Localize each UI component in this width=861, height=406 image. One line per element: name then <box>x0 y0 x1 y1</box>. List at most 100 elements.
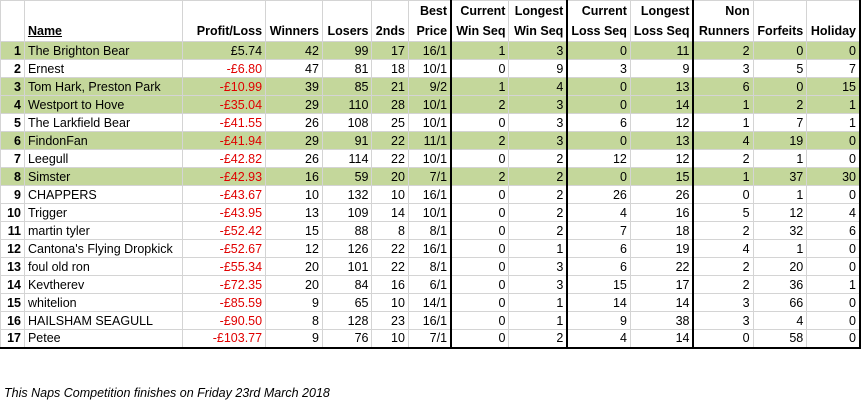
best-price-cell: 16/1 <box>407 41 452 60</box>
table-row: 6 FindonFan -£41.94 29 91 22 11/1 2 3 0 13 4 19 0 <box>0 131 861 150</box>
name-cell: whitelion <box>23 293 183 312</box>
best-price-cell: 16/1 <box>407 311 452 330</box>
rank-cell: 4 <box>0 95 25 114</box>
header-name: Name <box>23 0 183 42</box>
current-loss-seq-cell: 6 <box>566 113 631 132</box>
non-runners-cell: 3 <box>692 311 754 330</box>
header-non-runners: Non Runners <box>692 0 754 42</box>
current-loss-seq-cell: 3 <box>566 59 631 78</box>
losers-cell: 88 <box>321 221 373 240</box>
header-rank <box>0 0 25 42</box>
forfeits-cell: 19 <box>752 131 808 150</box>
current-win-seq-cell: 1 <box>450 77 510 96</box>
non-runners-cell: 2 <box>692 149 754 168</box>
non-runners-cell: 0 <box>692 329 754 349</box>
best-price-cell: 10/1 <box>407 113 452 132</box>
best-price-cell: 9/2 <box>407 77 452 96</box>
losers-cell: 108 <box>321 113 373 132</box>
header-longest-win-seq-line1: Longest <box>514 4 564 18</box>
longest-win-seq-cell: 9 <box>508 59 569 78</box>
name-cell: Simster <box>23 167 183 186</box>
rank-cell: 6 <box>0 131 25 150</box>
seconds-cell: 23 <box>371 311 409 330</box>
header-non-runners-line1: Non <box>725 4 750 18</box>
non-runners-cell: 4 <box>692 239 754 258</box>
profit-loss-cell: -£35.04 <box>181 95 267 114</box>
profit-loss-cell: -£42.93 <box>181 167 267 186</box>
seconds-cell: 20 <box>371 167 409 186</box>
profit-loss-cell: -£52.42 <box>181 221 267 240</box>
longest-loss-seq-cell: 22 <box>629 257 695 276</box>
header-holiday-line2: Holiday <box>810 24 856 38</box>
profit-loss-cell: -£52.67 <box>181 239 267 258</box>
longest-win-seq-cell: 1 <box>508 311 569 330</box>
current-loss-seq-cell: 0 <box>566 77 631 96</box>
longest-win-seq-cell: 1 <box>508 239 569 258</box>
header-current-win-seq-line2: Win Seq <box>456 24 506 38</box>
longest-loss-seq-cell: 26 <box>629 185 695 204</box>
seconds-cell: 14 <box>371 203 409 222</box>
name-cell: FindonFan <box>23 131 183 150</box>
longest-win-seq-cell: 2 <box>508 329 569 349</box>
seconds-cell: 22 <box>371 131 409 150</box>
longest-loss-seq-cell: 14 <box>629 293 695 312</box>
current-win-seq-cell: 2 <box>450 167 510 186</box>
forfeits-cell: 66 <box>752 293 808 312</box>
seconds-cell: 16 <box>371 275 409 294</box>
best-price-cell: 11/1 <box>407 131 452 150</box>
name-cell: Trigger <box>23 203 183 222</box>
rank-cell: 17 <box>0 329 25 349</box>
seconds-cell: 21 <box>371 77 409 96</box>
profit-loss-cell: -£41.94 <box>181 131 267 150</box>
header-current-win-seq-line1: Current <box>460 4 506 18</box>
holiday-cell: 15 <box>806 77 861 96</box>
table-row: 3 Tom Hark, Preston Park -£10.99 39 85 21 9/2 1… <box>0 77 861 96</box>
non-runners-cell: 1 <box>692 95 754 114</box>
winners-cell: 12 <box>265 239 323 258</box>
header-forfeits: Forfeits <box>752 0 808 42</box>
longest-win-seq-cell: 3 <box>508 257 569 276</box>
winners-cell: 10 <box>265 185 323 204</box>
current-loss-seq-cell: 15 <box>566 275 631 294</box>
holiday-cell: 0 <box>806 311 861 330</box>
header-current-loss-seq: Current Loss Seq <box>566 0 631 42</box>
longest-win-seq-cell: 3 <box>508 95 569 114</box>
rank-cell: 1 <box>0 41 25 60</box>
forfeits-cell: 0 <box>752 41 808 60</box>
holiday-cell: 0 <box>806 41 861 60</box>
forfeits-cell: 32 <box>752 221 808 240</box>
best-price-cell: 8/1 <box>407 257 452 276</box>
losers-cell: 99 <box>321 41 373 60</box>
table-row: 2 Ernest -£6.80 47 81 18 10/1 0 9 3 9 3 5 7 <box>0 59 861 78</box>
holiday-cell: 0 <box>806 149 861 168</box>
header-current-win-seq: Current Win Seq <box>450 0 510 42</box>
forfeits-cell: 4 <box>752 311 808 330</box>
non-runners-cell: 2 <box>692 275 754 294</box>
header-current-loss-seq-line2: Loss Seq <box>571 24 627 38</box>
losers-cell: 65 <box>321 293 373 312</box>
profit-loss-cell: -£41.55 <box>181 113 267 132</box>
header-winners: Winners <box>265 0 323 42</box>
winners-cell: 20 <box>265 275 323 294</box>
rank-cell: 3 <box>0 77 25 96</box>
longest-loss-seq-cell: 11 <box>629 41 695 60</box>
losers-cell: 114 <box>321 149 373 168</box>
rank-cell: 11 <box>0 221 25 240</box>
holiday-cell: 4 <box>806 203 861 222</box>
winners-cell: 29 <box>265 95 323 114</box>
rank-cell: 13 <box>0 257 25 276</box>
name-cell: Westport to Hove <box>23 95 183 114</box>
longest-win-seq-cell: 2 <box>508 185 569 204</box>
name-cell: martin tyler <box>23 221 183 240</box>
table-row: 11 martin tyler -£52.42 15 88 8 8/1 0 2 7 18 2 32 6 <box>0 221 861 240</box>
table-row: 14 Kevtherev -£72.35 20 84 16 6/1 0 3 15 17 2 36 1 <box>0 275 861 294</box>
rank-cell: 15 <box>0 293 25 312</box>
name-cell: The Brighton Bear <box>23 41 183 60</box>
forfeits-cell: 12 <box>752 203 808 222</box>
seconds-cell: 22 <box>371 239 409 258</box>
table-row: 12 Cantona's Flying Dropkick -£52.67 12 126 2… <box>0 239 861 258</box>
non-runners-cell: 2 <box>692 221 754 240</box>
current-win-seq-cell: 0 <box>450 59 510 78</box>
table-row: 17 Petee -£103.77 9 76 10 7/1 0 2 4 14 0 58 0 <box>0 329 861 349</box>
holiday-cell: 7 <box>806 59 861 78</box>
